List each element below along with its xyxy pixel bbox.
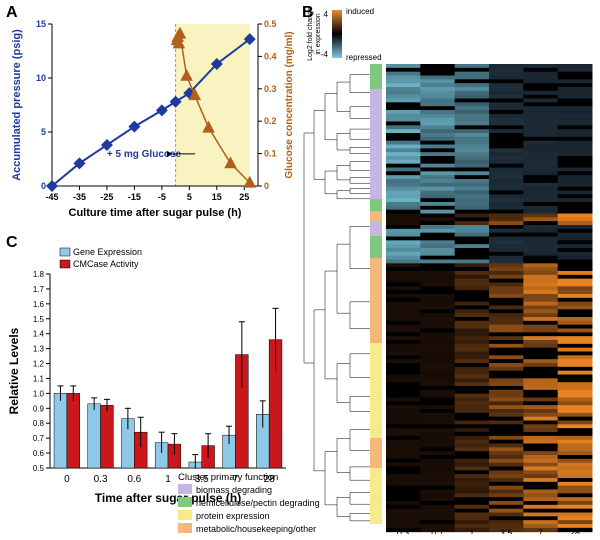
svg-text:10: 10 [36, 73, 46, 83]
svg-text:Culture time after sugar pulse: Culture time after sugar pulse (h) [69, 207, 242, 219]
svg-text:0: 0 [41, 181, 46, 191]
svg-text:repressed: repressed [346, 53, 382, 62]
svg-text:0.4: 0.4 [264, 51, 277, 61]
svg-text:1.1: 1.1 [33, 374, 45, 383]
svg-text:1.6: 1.6 [33, 300, 45, 309]
svg-text:0.9: 0.9 [33, 404, 45, 413]
svg-text:0.1: 0.1 [264, 149, 277, 159]
svg-text:-35: -35 [73, 192, 86, 202]
svg-text:1.8: 1.8 [33, 270, 45, 279]
cluster-legend: Cluster primary function biomass degradin… [176, 470, 476, 540]
panel-a-chart: -45 -35 -25 -15 -5 5 15 25 0 5 10 15 0 0.1 0.2 0.3 0.4 0.… [0, 6, 300, 236]
panel-b-heatmap: induced repressed 4 -4 Log2 fold changein ex… [300, 4, 600, 534]
svg-text:1.3: 1.3 [33, 345, 45, 354]
svg-text:-45: -45 [45, 192, 58, 202]
svg-text:1.2: 1.2 [33, 360, 45, 369]
svg-text:0: 0 [64, 474, 70, 485]
svg-text:0.6: 0.6 [127, 474, 141, 485]
svg-text:biomass degrading: biomass degrading [196, 485, 272, 495]
svg-text:Log2 fold change: Log2 fold change [307, 7, 314, 61]
svg-text:0.3: 0.3 [94, 474, 108, 485]
svg-text:0.2: 0.2 [264, 116, 277, 126]
svg-text:0.8: 0.8 [33, 419, 45, 428]
svg-text:25: 25 [239, 192, 249, 202]
svg-text:Relative Levels: Relative Levels [7, 327, 21, 414]
svg-text:0.7: 0.7 [33, 434, 45, 443]
svg-text:-5: -5 [158, 192, 166, 202]
svg-text:3.5: 3.5 [500, 528, 513, 534]
svg-text:1.5: 1.5 [33, 315, 45, 324]
svg-text:Cluster primary function: Cluster primary function [178, 472, 278, 483]
svg-text:15: 15 [36, 19, 46, 29]
svg-text:0: 0 [264, 181, 269, 191]
svg-text:0.6: 0.6 [33, 449, 45, 458]
svg-text:1.0: 1.0 [33, 389, 45, 398]
svg-text:-25: -25 [100, 192, 113, 202]
svg-text:1.7: 1.7 [33, 285, 45, 294]
svg-text:protein expression: protein expression [196, 511, 270, 521]
svg-text:1.4: 1.4 [33, 330, 45, 339]
svg-text:Gene Expression: Gene Expression [73, 247, 142, 257]
svg-text:4: 4 [324, 10, 329, 19]
svg-text:5: 5 [41, 127, 46, 137]
svg-text:0.5: 0.5 [264, 19, 277, 29]
svg-text:hemicellulose/pectin degrading: hemicellulose/pectin degrading [196, 498, 320, 508]
svg-text:0.3: 0.3 [264, 84, 277, 94]
svg-text:induced: induced [346, 7, 374, 16]
svg-text:metabolic/housekeeping/other: metabolic/housekeeping/other [196, 524, 316, 534]
svg-text:7: 7 [538, 528, 543, 534]
svg-text:0.5: 0.5 [33, 464, 45, 473]
svg-text:-15: -15 [128, 192, 141, 202]
svg-text:-4: -4 [321, 50, 329, 59]
svg-text:in expression: in expression [315, 13, 322, 54]
svg-text:28: 28 [570, 528, 580, 534]
svg-text:5: 5 [187, 192, 192, 202]
svg-text:Glucose concentration (mg/ml): Glucose concentration (mg/ml) [284, 31, 295, 178]
svg-text:1: 1 [165, 474, 171, 485]
svg-text:Accumulated pressure (psig): Accumulated pressure (psig) [11, 29, 23, 181]
svg-text:CMCase Activity: CMCase Activity [73, 259, 139, 269]
svg-text:15: 15 [212, 192, 222, 202]
